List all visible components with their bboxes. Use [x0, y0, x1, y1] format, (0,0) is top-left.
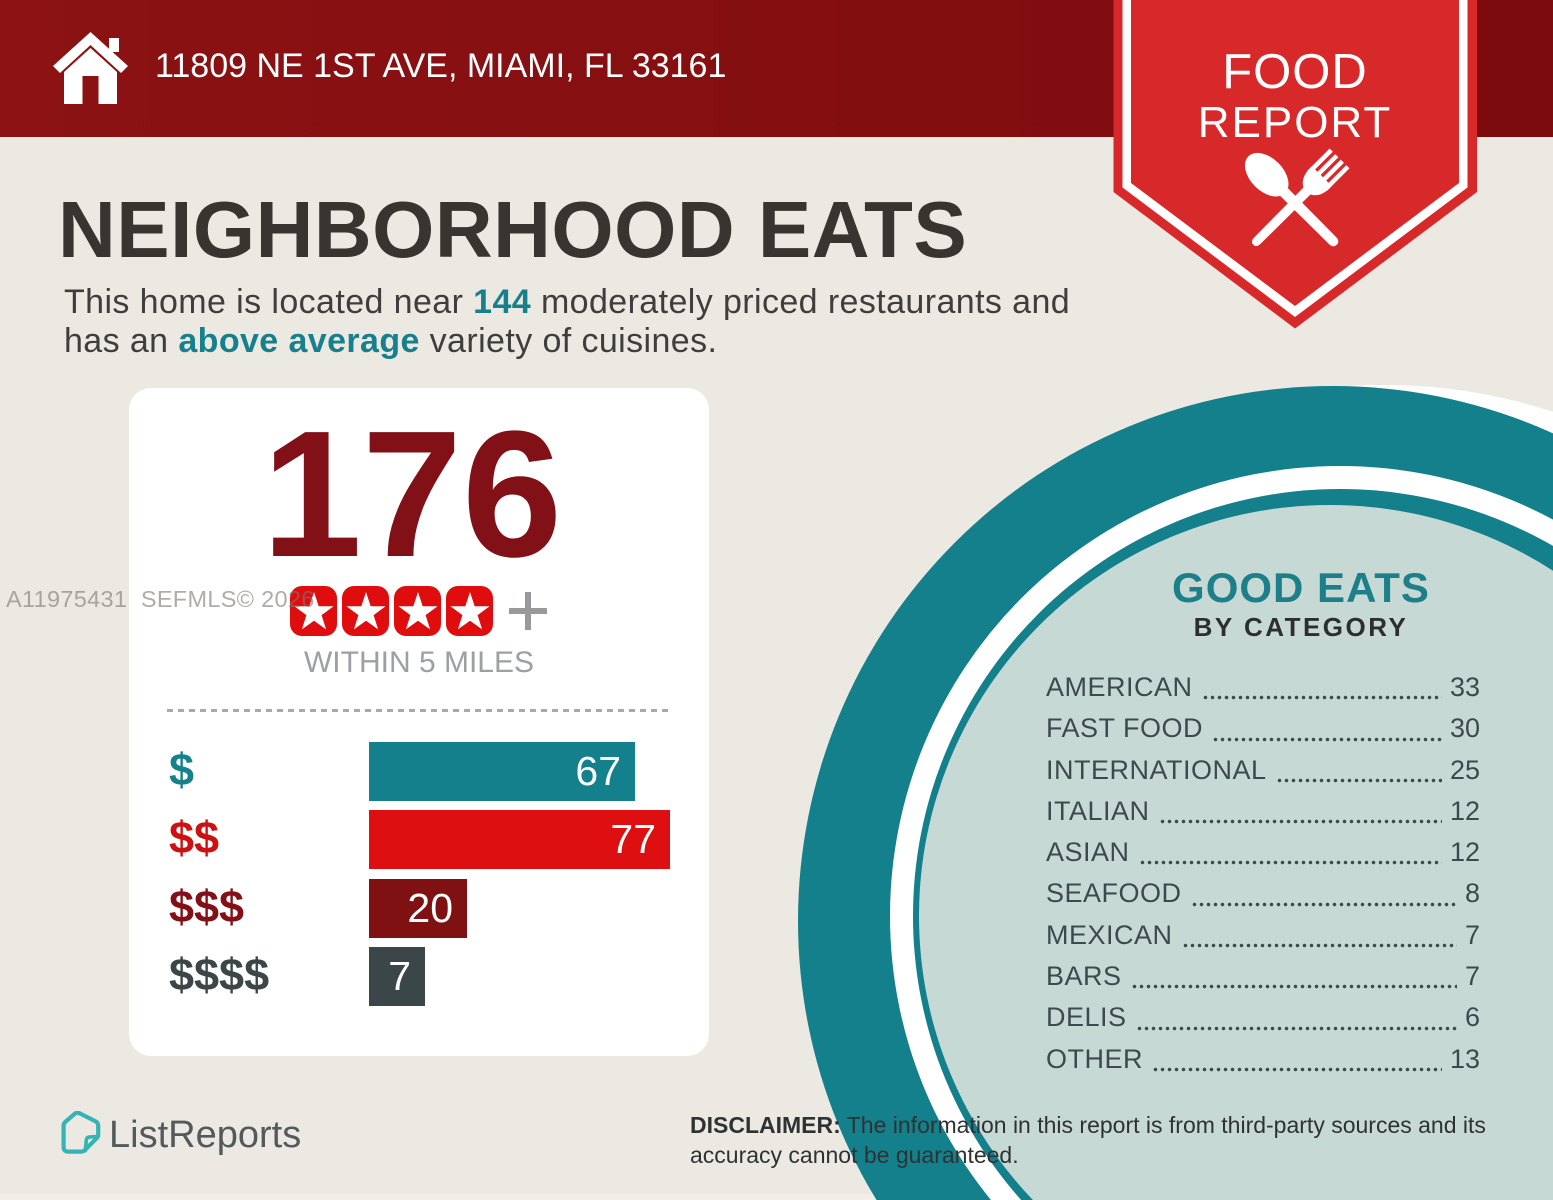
svg-text:REPORT: REPORT [1198, 98, 1393, 147]
svg-text:FOOD: FOOD [1222, 45, 1368, 99]
